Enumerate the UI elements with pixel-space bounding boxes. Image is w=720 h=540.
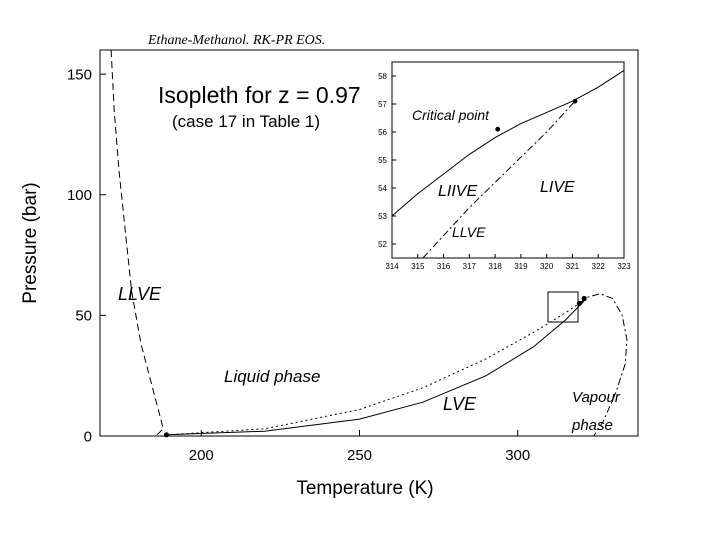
inset-x-tick-label: 319 (514, 262, 528, 271)
inset-markers-group (495, 98, 578, 132)
llve-label: LLVE (118, 284, 162, 304)
zoom-box (547, 291, 579, 323)
lve-label: LVE (443, 394, 477, 414)
main-data-point (163, 432, 170, 438)
vapour-label: Vapour (572, 389, 621, 406)
main-axis-ticks: 200 250 300 0 50 100 150 (67, 66, 530, 464)
inset-series-line-1 (422, 100, 576, 259)
isopleth-label: Isopleth for z = 0.97 (158, 82, 361, 108)
main-y-tick-label: 0 (84, 428, 92, 445)
main-series-line-2 (166, 300, 585, 436)
inset-x-tick-label: 320 (540, 262, 554, 271)
inset-data-point (495, 126, 501, 132)
inset-x-tick-label: 323 (617, 262, 631, 271)
inset-x-tick-label: 318 (488, 262, 502, 271)
inset-llve-label: LLVE (452, 224, 486, 240)
main-series-line-3 (579, 293, 628, 437)
main-plot-frame (99, 49, 639, 437)
inset-x-tick-label: 322 (592, 262, 606, 271)
inset-x-tick-label: 317 (463, 262, 477, 271)
chart-title: Ethane-Methanol. RK-PR EOS. (147, 33, 325, 48)
inset-y-tick-label: 52 (378, 240, 387, 249)
inset-x-tick-label: 315 (411, 262, 425, 271)
main-x-tick-label: 300 (505, 447, 530, 464)
inset-y-tick-label: 56 (378, 128, 387, 137)
main-data-point (581, 295, 587, 302)
inset-y-tick-label: 57 (378, 100, 387, 109)
main-series-line-0 (110, 49, 164, 436)
inset-x-tick-label: 321 (566, 262, 580, 271)
inset-y-tick-label: 55 (378, 156, 387, 165)
critical-point-label: Critical point (412, 107, 490, 123)
inset-y-tick-label: 54 (378, 184, 387, 193)
main-series-group (110, 49, 628, 437)
inset-axis-ticks: 314 315 316 317 318 319 320 321 322 323 52 53 54 55 56… (378, 72, 631, 271)
main-x-tick-label: 200 (189, 447, 214, 464)
main-series-line-1 (166, 302, 580, 436)
main-x-tick-label: 250 (347, 447, 372, 464)
inset-x-tick-label: 314 (385, 262, 399, 271)
phase-label: phase (571, 417, 613, 434)
case-label: (case 17 in Table 1) (172, 112, 320, 131)
inset-data-point (572, 98, 578, 104)
inset-series-line-0 (391, 69, 625, 217)
liquid-phase-label: Liquid phase (224, 367, 320, 386)
inset-series-group (391, 69, 625, 259)
main-y-tick-label: 150 (67, 66, 92, 83)
li-ve-label: LIVE (540, 179, 575, 196)
main-y-tick-label: 50 (75, 308, 92, 325)
inset-y-tick-label: 53 (378, 212, 387, 221)
inset-plot-frame (391, 61, 625, 259)
main-y-tick-label: 100 (67, 187, 92, 204)
inset-x-tick-label: 316 (437, 262, 451, 271)
lii-ve-label: LIIVE (438, 183, 477, 200)
y-axis-title: Pressure (bar) (20, 182, 41, 303)
x-axis-title: Temperature (K) (296, 478, 433, 499)
inset-y-tick-label: 58 (378, 72, 387, 81)
